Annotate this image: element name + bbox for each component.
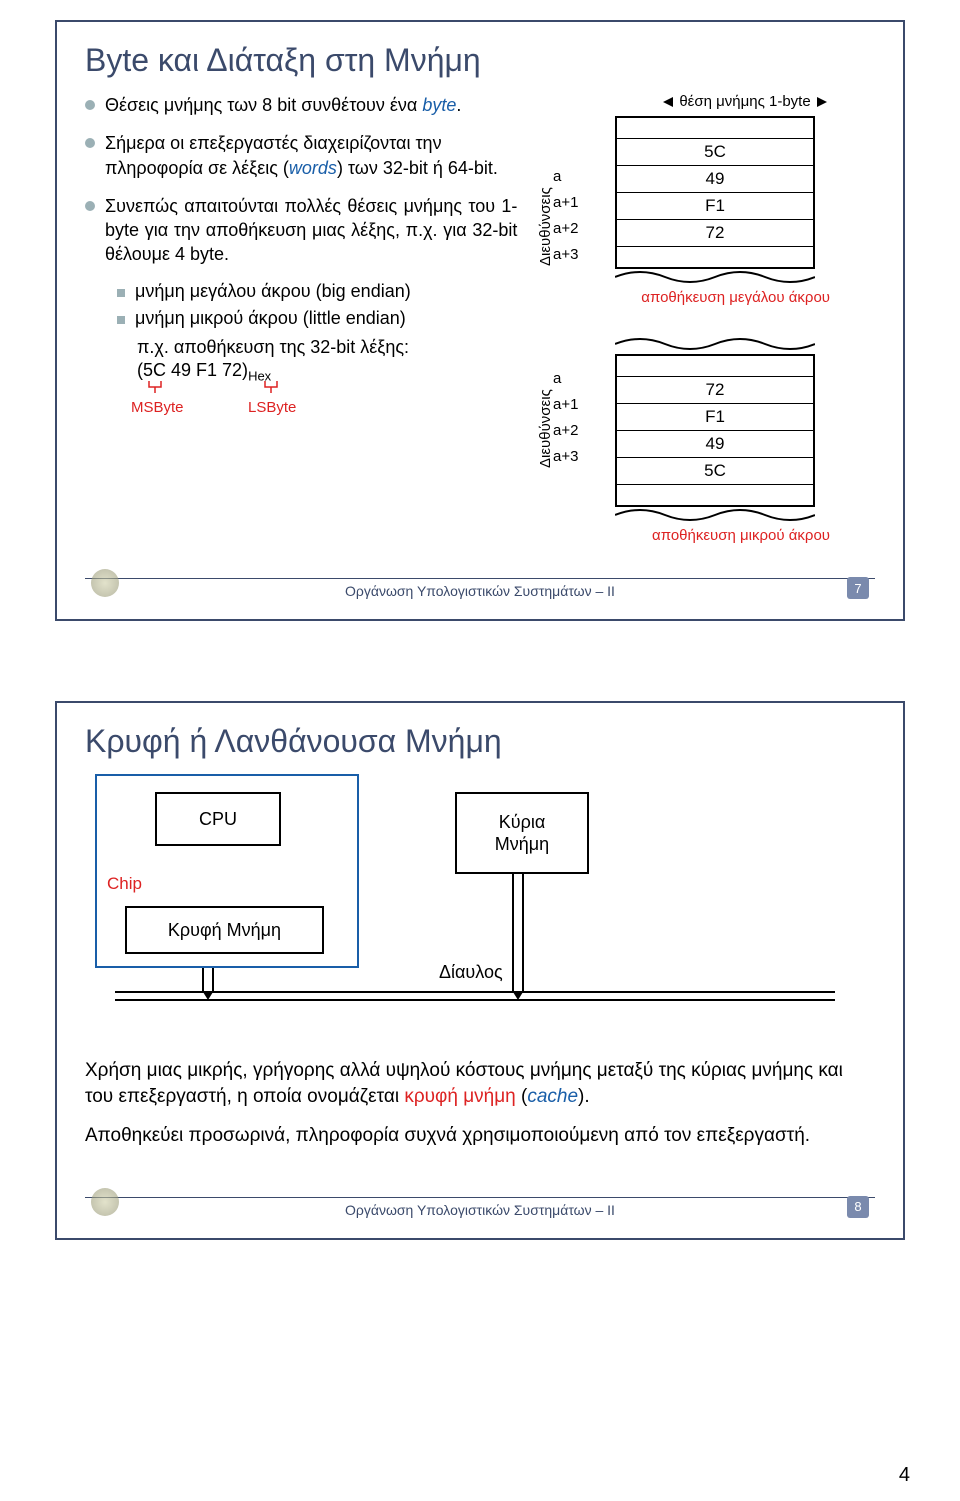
mainmem-l1: Κύρια — [499, 812, 546, 832]
mem-empty-bot — [616, 247, 814, 269]
little-endian-block: Διευθύνσεις a a+1 a+2 a+3 72 — [555, 336, 875, 544]
wavy-break-icon — [615, 337, 815, 351]
be-cell-1: 49 — [616, 166, 814, 193]
cache-diagram: CPU Κρυφή Μνήμη Κύρια Μνήμη Chip Δίαυλος — [95, 774, 855, 1044]
addr-a1: a+1 — [553, 392, 578, 418]
para1-b: ( — [516, 1086, 528, 1107]
slide-number-badge: 8 — [847, 1196, 869, 1218]
arrow-label-text: θέση μνήμης 1-byte — [679, 93, 810, 110]
addr-col-big: a a+1 a+2 a+3 — [553, 164, 578, 268]
square-bullet-icon — [117, 289, 125, 297]
little-endian-table: 72 F1 49 5C — [615, 354, 815, 507]
bullet1-byte: byte — [422, 95, 456, 115]
bullet3-text: Συνεπώς απαιτούνται πολλές θέσεις μνήμης… — [105, 194, 517, 267]
bus-label: Δίαυλος — [439, 962, 503, 983]
bullet2-part-b: ) των 32-bit ή 64-bit. — [337, 158, 498, 178]
wavy-break-icon — [615, 508, 815, 522]
ms-ls-brackets: MSByte LSByte — [123, 385, 517, 425]
bullet2-text: Σήμερα οι επεξεργαστές διαχειρίζονται τη… — [105, 131, 517, 180]
bullet2-words: words — [289, 158, 337, 178]
cache-box: Κρυφή Μνήμη — [125, 906, 324, 954]
example-hex-line: (5C 49 F1 72)Hex — [137, 360, 517, 384]
para1-red: κρυφή μνήμη — [404, 1086, 515, 1107]
lsbyte-label: LSByte — [248, 399, 296, 416]
slide-number-badge: 7 — [847, 577, 869, 599]
logo-icon — [91, 1188, 119, 1216]
addr-a3: a+3 — [553, 242, 578, 268]
mainmem-text: Κύρια Μνήμη — [495, 811, 549, 856]
addr-a2: a+2 — [553, 216, 578, 242]
le-cell-3: 5C — [616, 458, 814, 485]
big-endian-table: 5C 49 F1 72 — [615, 116, 815, 269]
footer-text: Οργάνωση Υπολογιστικών Συστημάτων – ΙΙ — [345, 1202, 615, 1218]
main-memory-box: Κύρια Μνήμη — [455, 792, 589, 874]
bracket-icon — [147, 381, 317, 397]
wavy-break-icon — [615, 270, 815, 284]
le-cell-1: F1 — [616, 404, 814, 431]
para-2: Αποθηκεύει προσωρινά, πληροφορία συχνά χ… — [85, 1123, 875, 1149]
bullet1-part-a: Θέσεις μνήμης των 8 bit συνθέτουν ένα — [105, 95, 417, 115]
cpu-box: CPU — [155, 792, 281, 846]
bullet1-text: Θέσεις μνήμης των 8 bit συνθέτουν ένα by… — [105, 93, 461, 117]
addr-col-little: a a+1 a+2 a+3 — [553, 366, 578, 470]
mem-empty-top — [616, 355, 814, 377]
chip-label: Chip — [107, 874, 142, 894]
be-cell-2: F1 — [616, 193, 814, 220]
be-cell-0: 5C — [616, 139, 814, 166]
le-cell-2: 49 — [616, 431, 814, 458]
example-hex: (5C 49 F1 72) — [137, 360, 248, 380]
slide2-footer: Οργάνωση Υπολογιστικών Συστημάτων – ΙΙ 8 — [85, 1198, 875, 1218]
bullet-dot-icon — [85, 100, 95, 110]
sub1-text: μνήμη μεγάλου άκρου (big endian) — [135, 281, 411, 302]
bullet-dot-icon — [85, 201, 95, 211]
para1-c: ). — [578, 1086, 590, 1107]
addr-axis-label: Διευθύνσεις — [537, 187, 554, 266]
sub-bullet-big-endian: μνήμη μεγάλου άκρου (big endian) — [117, 281, 517, 302]
slide1-left: Θέσεις μνήμης των 8 bit συνθέτουν ένα by… — [85, 93, 517, 574]
footer-text: Οργάνωση Υπολογιστικών Συστημάτων – ΙΙ — [345, 583, 615, 599]
para-1: Χρήση μιας μικρής, γρήγορης αλλά υψηλού … — [85, 1058, 875, 1109]
slide1-title: Byte και Διάταξη στη Μνήμη — [85, 42, 875, 79]
slide-cache-memory: Κρυφή ή Λανθάνουσα Μνήμη — [55, 701, 905, 1240]
addr-a3: a+3 — [553, 444, 578, 470]
example-intro: π.χ. αποθήκευση της 32-bit λέξης: — [137, 337, 517, 358]
logo-icon — [91, 569, 119, 597]
mem-empty-top — [616, 117, 814, 139]
arrow-left-icon — [663, 97, 673, 107]
addr-a: a — [553, 366, 578, 392]
be-cell-3: 72 — [616, 220, 814, 247]
msbyte-label: MSByte — [131, 399, 184, 416]
arrow-right-icon — [817, 97, 827, 107]
para1-cache: cache — [527, 1086, 578, 1107]
addr-a1: a+1 — [553, 190, 578, 216]
bullet-1: Θέσεις μνήμης των 8 bit συνθέτουν ένα by… — [85, 93, 517, 117]
be-caption: αποθήκευση μεγάλου άκρου — [615, 289, 830, 306]
sub-bullet-little-endian: μνήμη μικρού άκρου (little endian) — [117, 308, 517, 329]
big-endian-block: Διευθύνσεις a a+1 a+2 a+3 5C 49 F1 — [555, 116, 875, 306]
square-bullet-icon — [117, 316, 125, 324]
bullet-2: Σήμερα οι επεξεργαστές διαχειρίζονται τη… — [85, 131, 517, 180]
mainmem-l2: Μνήμη — [495, 834, 549, 854]
bullet1-period: . — [456, 95, 461, 115]
bullet-3: Συνεπώς απαιτούνται πολλές θέσεις μνήμης… — [85, 194, 517, 267]
slide1-columns: Θέσεις μνήμης των 8 bit συνθέτουν ένα by… — [85, 93, 875, 574]
slide-byte-ordering: Byte και Διάταξη στη Μνήμη Θέσεις μνήμης… — [55, 20, 905, 621]
outer-page-number: 4 — [899, 1464, 910, 1487]
mem-cell-width-label: θέση μνήμης 1-byte — [615, 93, 875, 110]
le-cell-0: 72 — [616, 377, 814, 404]
mem-empty-bot — [616, 485, 814, 507]
addr-a2: a+2 — [553, 418, 578, 444]
addr-axis-label-2: Διευθύνσεις — [537, 389, 554, 468]
slide1-footer: Οργάνωση Υπολογιστικών Συστημάτων – ΙΙ 7 — [85, 579, 875, 599]
slide1-right: θέση μνήμης 1-byte Διευθύνσεις a a+1 a+2… — [527, 93, 875, 574]
addr-a: a — [553, 164, 578, 190]
memory-diagram-wrap: θέση μνήμης 1-byte Διευθύνσεις a a+1 a+2… — [555, 93, 875, 544]
bullet-dot-icon — [85, 138, 95, 148]
sub2-text: μνήμη μικρού άκρου (little endian) — [135, 308, 406, 329]
slide2-title: Κρυφή ή Λανθάνουσα Μνήμη — [85, 723, 875, 760]
le-caption: αποθήκευση μικρού άκρου — [615, 527, 830, 544]
